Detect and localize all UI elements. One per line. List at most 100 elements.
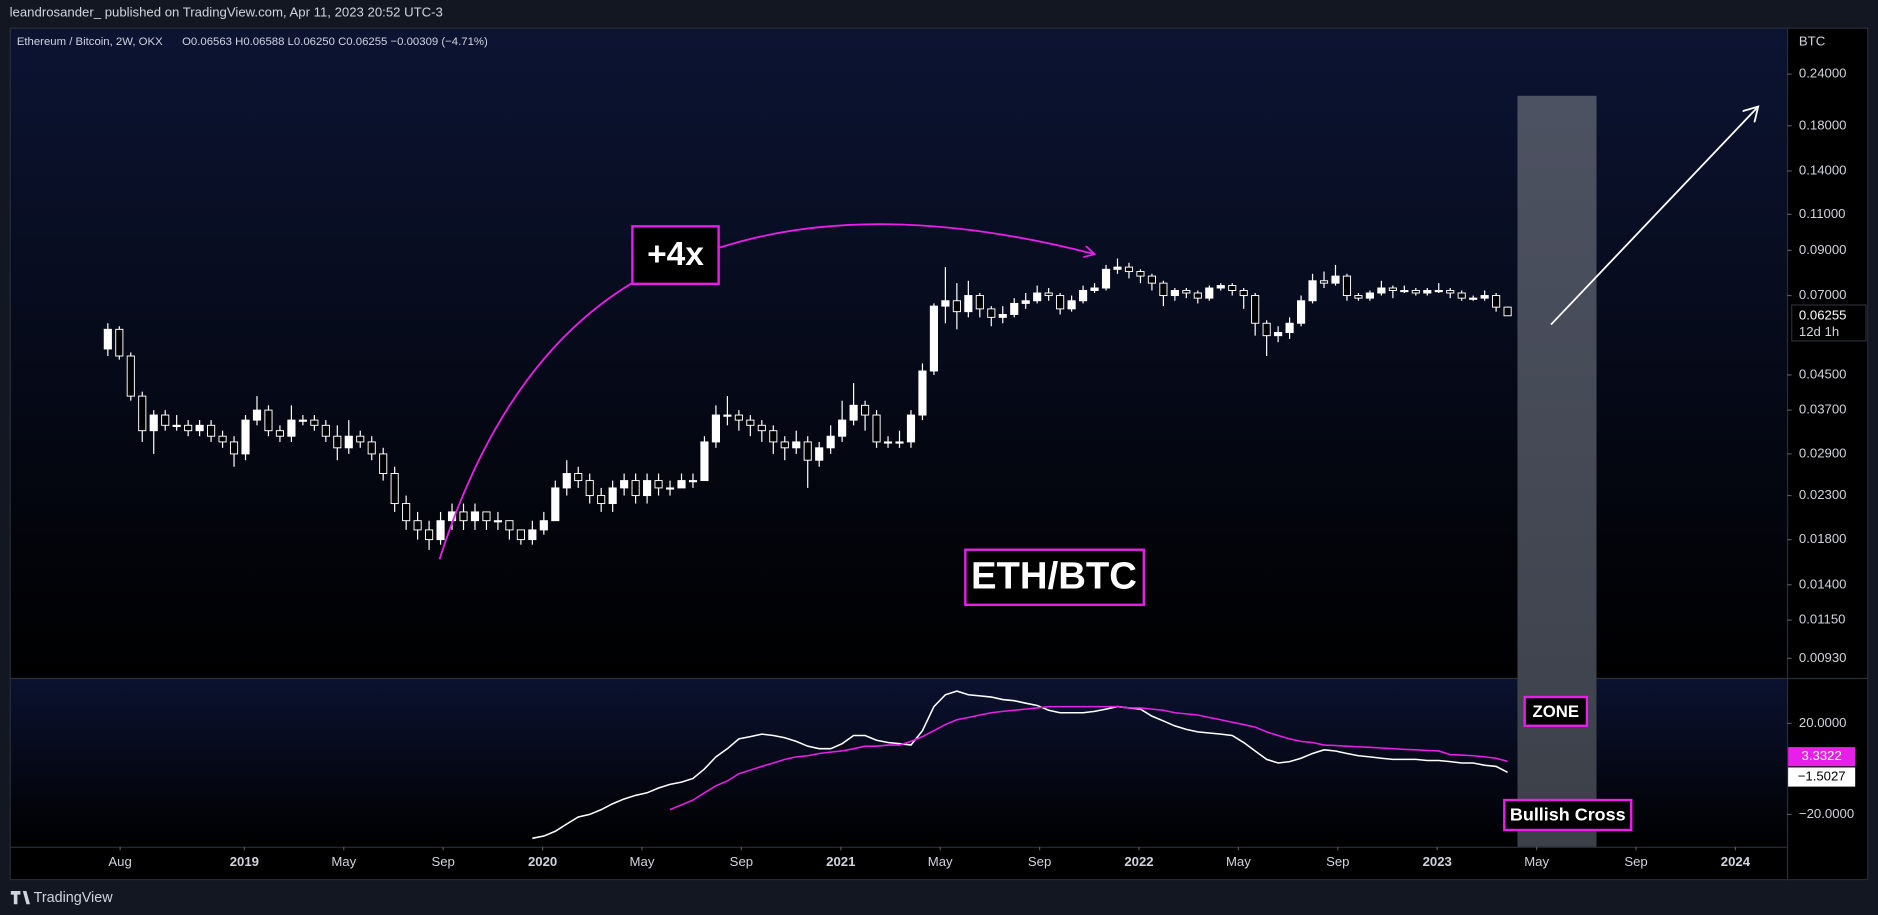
candle-body <box>264 409 273 432</box>
ohlc-legend: O0.06563 H0.06588 L0.06250 C0.06255 −0.0… <box>182 36 488 48</box>
indicator-value-label: 3.3322 <box>1802 748 1842 763</box>
candle-body <box>1342 275 1352 297</box>
candle-body <box>998 314 1007 318</box>
candle-body <box>1079 290 1088 302</box>
candle-body <box>929 305 938 372</box>
y-tick-label: 0.09000 <box>1799 242 1847 257</box>
candle-body <box>103 328 112 350</box>
x-tick-label: May <box>928 854 953 869</box>
candle-body <box>757 424 766 432</box>
pair-box <box>964 548 1145 607</box>
target-arrow <box>1550 107 1758 326</box>
candle-body <box>1147 275 1156 284</box>
candle-body <box>413 520 422 531</box>
x-tick-label: 2020 <box>528 854 557 869</box>
gain-arrow <box>718 223 1094 254</box>
candle-body <box>1159 282 1168 297</box>
x-tick-label: Sep <box>1326 854 1349 869</box>
candle-body <box>1216 285 1225 289</box>
candle-body <box>1044 292 1053 297</box>
candle-body <box>1285 322 1294 333</box>
x-tick-label: May <box>331 854 356 869</box>
candle-body <box>872 414 881 443</box>
candle-body <box>287 419 296 437</box>
y-tick-label: 0.02300 <box>1799 487 1847 502</box>
candle-body <box>436 520 445 541</box>
candle-body <box>780 441 789 449</box>
candle-body <box>975 295 984 310</box>
candle-body <box>551 487 560 522</box>
candle-body <box>1274 331 1283 337</box>
candle-body <box>1388 287 1397 291</box>
candle-body <box>356 435 365 443</box>
y-axis-label: BTC <box>1799 33 1825 48</box>
candle-body <box>574 473 583 482</box>
candle-body <box>987 308 996 318</box>
x-tick-label: 2024 <box>1721 854 1751 869</box>
candle-body <box>1446 290 1455 294</box>
signal-box <box>1503 798 1633 832</box>
candle-body <box>172 424 181 427</box>
y-tick-label: 0.04500 <box>1799 366 1847 381</box>
last-price-box <box>1791 304 1867 342</box>
candle-body <box>688 480 698 483</box>
candle-body <box>229 441 239 455</box>
candle-body <box>310 419 319 426</box>
candle-body <box>1296 300 1306 324</box>
candle-body <box>402 503 411 522</box>
candle-body <box>252 409 262 421</box>
candle-body <box>1056 295 1065 310</box>
y-tick-label: 0.24000 <box>1799 66 1847 81</box>
marks: 0.24000 0.18000 0.14000 0.11000 0.09000 0.070… <box>103 66 1867 869</box>
candle-body <box>952 300 961 313</box>
candle-body <box>184 424 193 432</box>
candle-body <box>528 529 537 541</box>
candle-body <box>1101 268 1111 289</box>
candle-body <box>1365 292 1374 299</box>
x-tick-label: Sep <box>730 854 753 869</box>
candle-body <box>115 328 124 357</box>
indicator-value-box <box>1788 767 1856 787</box>
brand: TradingView <box>34 890 114 906</box>
candle-body <box>1090 287 1099 291</box>
border <box>9 27 1869 881</box>
candle-body <box>1308 280 1317 302</box>
zone-box <box>1523 695 1589 727</box>
main-pane <box>9 27 1787 678</box>
candle-body <box>195 424 204 432</box>
candle-body <box>654 480 663 489</box>
candle-body <box>838 419 847 437</box>
candle-body <box>711 414 720 443</box>
candle-body <box>620 480 629 489</box>
candle-body <box>333 435 342 449</box>
candle-body <box>826 435 835 449</box>
y-tick-label: 0.03700 <box>1799 402 1847 417</box>
candle-body <box>1113 266 1122 270</box>
candle-body <box>379 453 388 475</box>
candle-body <box>883 441 893 444</box>
x-tick-label: 2019 <box>230 854 259 869</box>
brand-logo <box>10 891 30 905</box>
candle-body <box>516 529 525 541</box>
candle-body <box>1434 290 1443 293</box>
candle-body <box>1262 322 1271 337</box>
candle-body <box>1033 292 1042 302</box>
candle-body <box>241 419 250 455</box>
publisher: leandrosander_ published on TradingView.… <box>10 5 443 20</box>
x-tick-label: 2021 <box>826 854 855 869</box>
y-tick-label: 0.11000 <box>1799 206 1846 221</box>
candle-body <box>895 441 904 444</box>
candle-body <box>1331 275 1340 284</box>
candle-body <box>470 511 480 522</box>
candle-body <box>161 414 170 426</box>
candle-body <box>597 495 606 505</box>
candle-body <box>459 511 468 522</box>
candle-body <box>608 487 617 505</box>
candle-body <box>1136 271 1145 277</box>
y-tick-label: 0.01800 <box>1799 531 1847 546</box>
candle-body <box>1354 295 1363 299</box>
candle-body <box>149 414 158 432</box>
candle-body <box>1492 295 1501 308</box>
x-tick-label: 2023 <box>1423 854 1452 869</box>
